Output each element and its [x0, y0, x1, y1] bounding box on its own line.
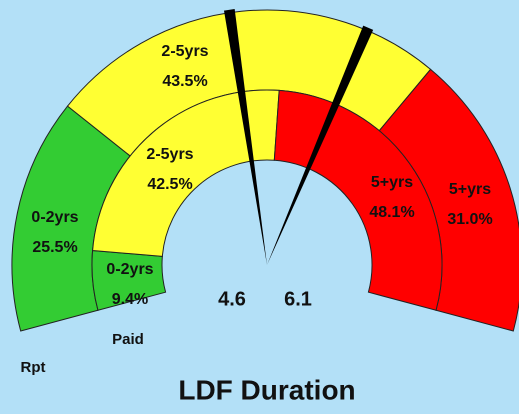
- needle: [223, 9, 267, 265]
- needle-value: 6.1: [284, 288, 312, 310]
- segment-value: 31.0%: [447, 211, 492, 228]
- segment-value: 25.5%: [32, 239, 77, 256]
- series-label: Rpt: [21, 359, 46, 376]
- needle: [267, 25, 374, 266]
- segment-value: 43.5%: [162, 73, 207, 90]
- chart-title: LDF Duration: [178, 374, 355, 405]
- segment-value: 9.4%: [112, 291, 148, 308]
- segment-value: 42.5%: [147, 176, 192, 193]
- segment-category: 2-5yrs: [146, 146, 193, 163]
- segment-category: 5+yrs: [449, 181, 491, 198]
- segment-category: 0-2yrs: [106, 261, 153, 278]
- segment-category: 2-5yrs: [161, 43, 208, 60]
- gauge-segment: [92, 89, 280, 257]
- segment-category: 5+yrs: [371, 174, 413, 191]
- needle-value: 4.6: [218, 288, 246, 310]
- segment-value: 48.1%: [369, 204, 414, 221]
- series-label: Paid: [112, 331, 144, 348]
- segment-category: 0-2yrs: [31, 209, 78, 226]
